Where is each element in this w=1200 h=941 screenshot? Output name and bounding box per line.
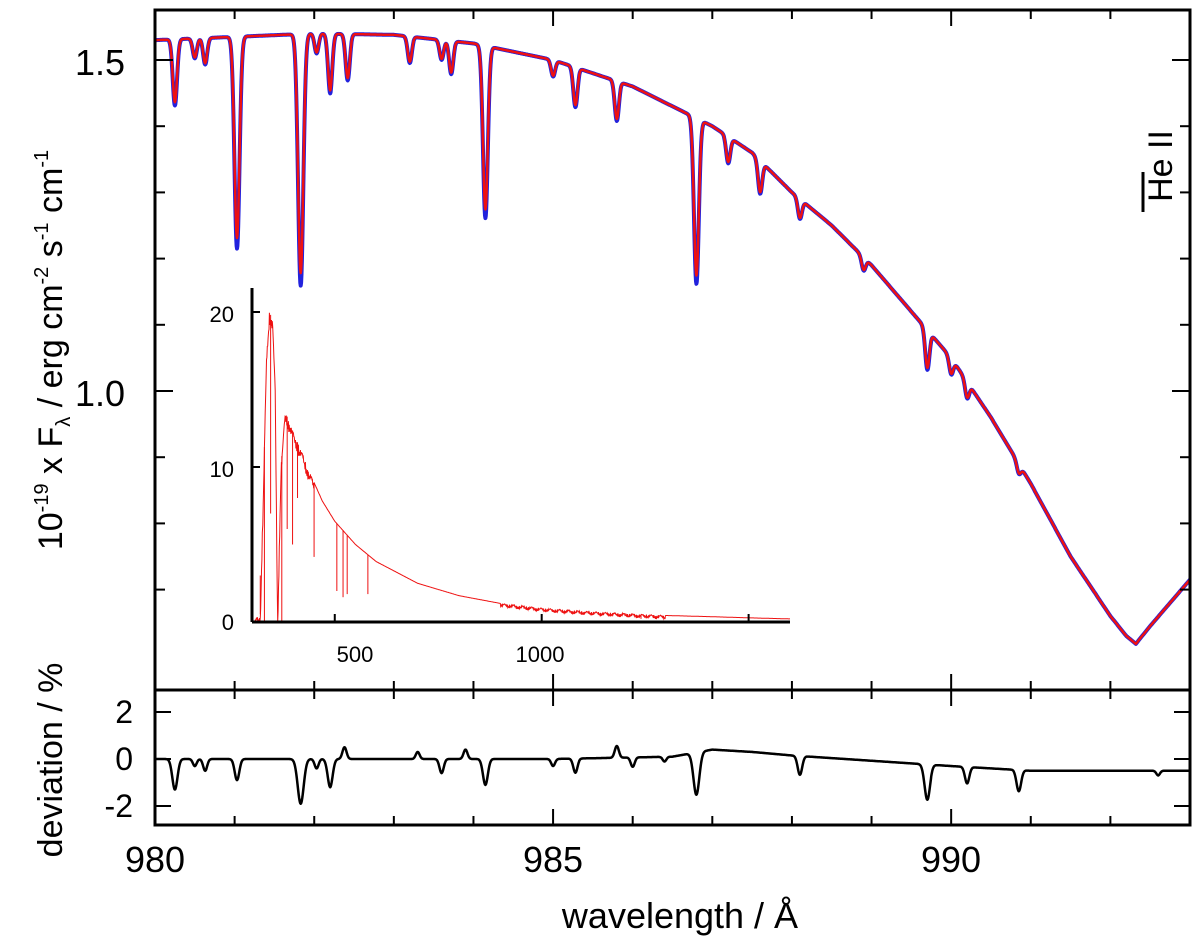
series-line-model_a (153, 31, 1192, 646)
deviation-panel: 2 0 -2 (105, 688, 1192, 827)
inset-x-tick-label-1000: 1000 (516, 642, 565, 667)
main-panel: 1.5 1.0 He II 0 10 20 500 1000 (75, 8, 1192, 692)
deviation-line (154, 744, 1191, 805)
y-axis-title-mid: x F (32, 427, 70, 484)
inset: 0 10 20 500 1000 (210, 288, 790, 667)
inset-y-tick-label-10: 10 (210, 457, 234, 482)
deviation-frame (153, 688, 1192, 827)
y-axis-title-cm: cm (32, 168, 70, 223)
inset-spectrum-line (252, 312, 790, 623)
deviation-ticks (154, 690, 1191, 825)
y-axis-title-sub: λ (53, 417, 75, 427)
inset-y-tick-label-0: 0 (222, 610, 234, 635)
y-tick-label-1.5: 1.5 (75, 42, 125, 83)
inset-plot-area (252, 312, 790, 623)
y-axis-title: 10-19 x Fλ / erg cm-2 s-1 cm-1 (31, 150, 75, 550)
x-tick-label-980: 980 (125, 839, 185, 880)
y-axis-title-s: s (32, 240, 70, 266)
x-tick-label-990: 990 (921, 839, 981, 880)
deviation-axis-title: deviation / % (32, 663, 70, 858)
he-ii-line-id: He II (1141, 130, 1180, 212)
y-axis-title-unit: / erg cm (32, 284, 70, 416)
y-axis-title-exp: -19 (31, 483, 53, 512)
y-axis-title-e1: -2 (31, 267, 53, 285)
dev-tick-label-0: 0 (115, 741, 133, 777)
main-frame (153, 8, 1192, 692)
inset-ticks (252, 311, 750, 623)
y-axis-title-prefix: 10 (32, 512, 70, 550)
main-plot-area (153, 31, 1192, 646)
y-tick-label-1.0: 1.0 (75, 373, 125, 414)
dev-tick-label-2: 2 (115, 694, 133, 730)
main-ticks (154, 10, 1191, 690)
y-axis-title-e2: -1 (31, 222, 53, 240)
inset-x-tick-label-500: 500 (337, 642, 374, 667)
x-axis-title: wavelength / Å (561, 895, 798, 936)
deviation-plot-area (154, 744, 1191, 805)
he-ii-label: He II (1142, 130, 1180, 202)
inset-y-tick-label-20: 20 (210, 302, 234, 327)
x-tick-label-985: 985 (523, 839, 583, 880)
y-axis-title-e3: -1 (31, 150, 53, 168)
series-line-model_b (154, 32, 1191, 646)
dev-tick-label-minus2: -2 (105, 788, 133, 824)
